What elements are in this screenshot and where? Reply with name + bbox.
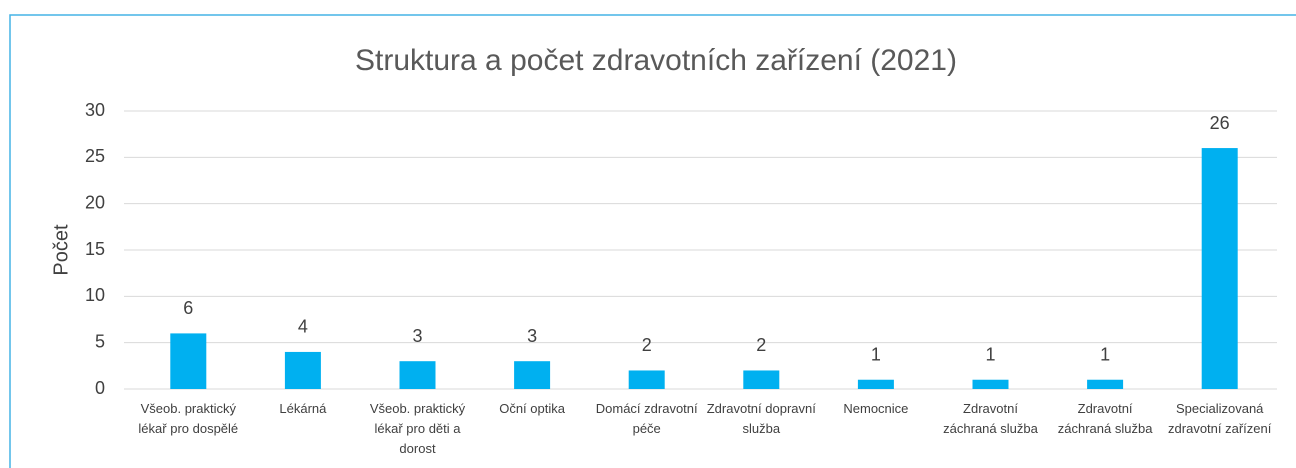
bar <box>743 370 780 389</box>
x-tick-label: Zdravotní záchraná služba <box>1058 401 1153 436</box>
y-tick-label: 15 <box>85 239 105 259</box>
value-label: 3 <box>412 326 422 346</box>
chart-frame <box>9 14 1296 468</box>
x-tick-label: Zdravotní dopravní služba <box>707 401 817 436</box>
value-label: 6 <box>183 298 193 318</box>
value-label: 1 <box>871 344 881 364</box>
y-tick-label: 0 <box>95 378 105 398</box>
y-tick-label: 25 <box>85 146 105 166</box>
value-label: 4 <box>298 317 308 337</box>
bar <box>972 379 1009 389</box>
value-label: 26 <box>1210 113 1230 133</box>
y-tick-label: 30 <box>85 100 105 120</box>
bar <box>399 361 436 389</box>
x-tick-label: Oční optika <box>499 401 566 416</box>
x-tick-label: Lékárná <box>279 401 327 416</box>
bar <box>514 361 551 389</box>
y-tick-label: 20 <box>85 192 105 212</box>
y-tick-label: 5 <box>95 331 105 351</box>
bar <box>857 379 894 389</box>
x-tick-label: Všeob. praktický lékař pro děti a dorost <box>370 401 466 456</box>
y-axis-title: Počet <box>50 224 72 276</box>
chart-title: Struktura a počet zdravotních zařízení (… <box>355 44 957 77</box>
x-tick-label: Specializovaná zdravotní zařízení <box>1168 401 1272 436</box>
bar <box>1201 148 1238 389</box>
value-label: 1 <box>1100 344 1110 364</box>
x-tick-label: Domácí zdravotní péče <box>596 401 698 436</box>
bar <box>628 370 665 389</box>
bar <box>1087 379 1124 389</box>
bar <box>284 351 321 389</box>
value-label: 1 <box>985 344 995 364</box>
bar <box>170 333 207 389</box>
value-label: 3 <box>527 326 537 346</box>
value-label: 2 <box>642 335 652 355</box>
y-tick-label: 10 <box>85 285 105 305</box>
x-tick-label: Všeob. praktický lékař pro dospělé <box>138 401 238 436</box>
x-tick-label: Nemocnice <box>843 401 908 416</box>
value-label: 2 <box>756 335 766 355</box>
x-tick-label: Zdravotní záchraná služba <box>943 401 1038 436</box>
